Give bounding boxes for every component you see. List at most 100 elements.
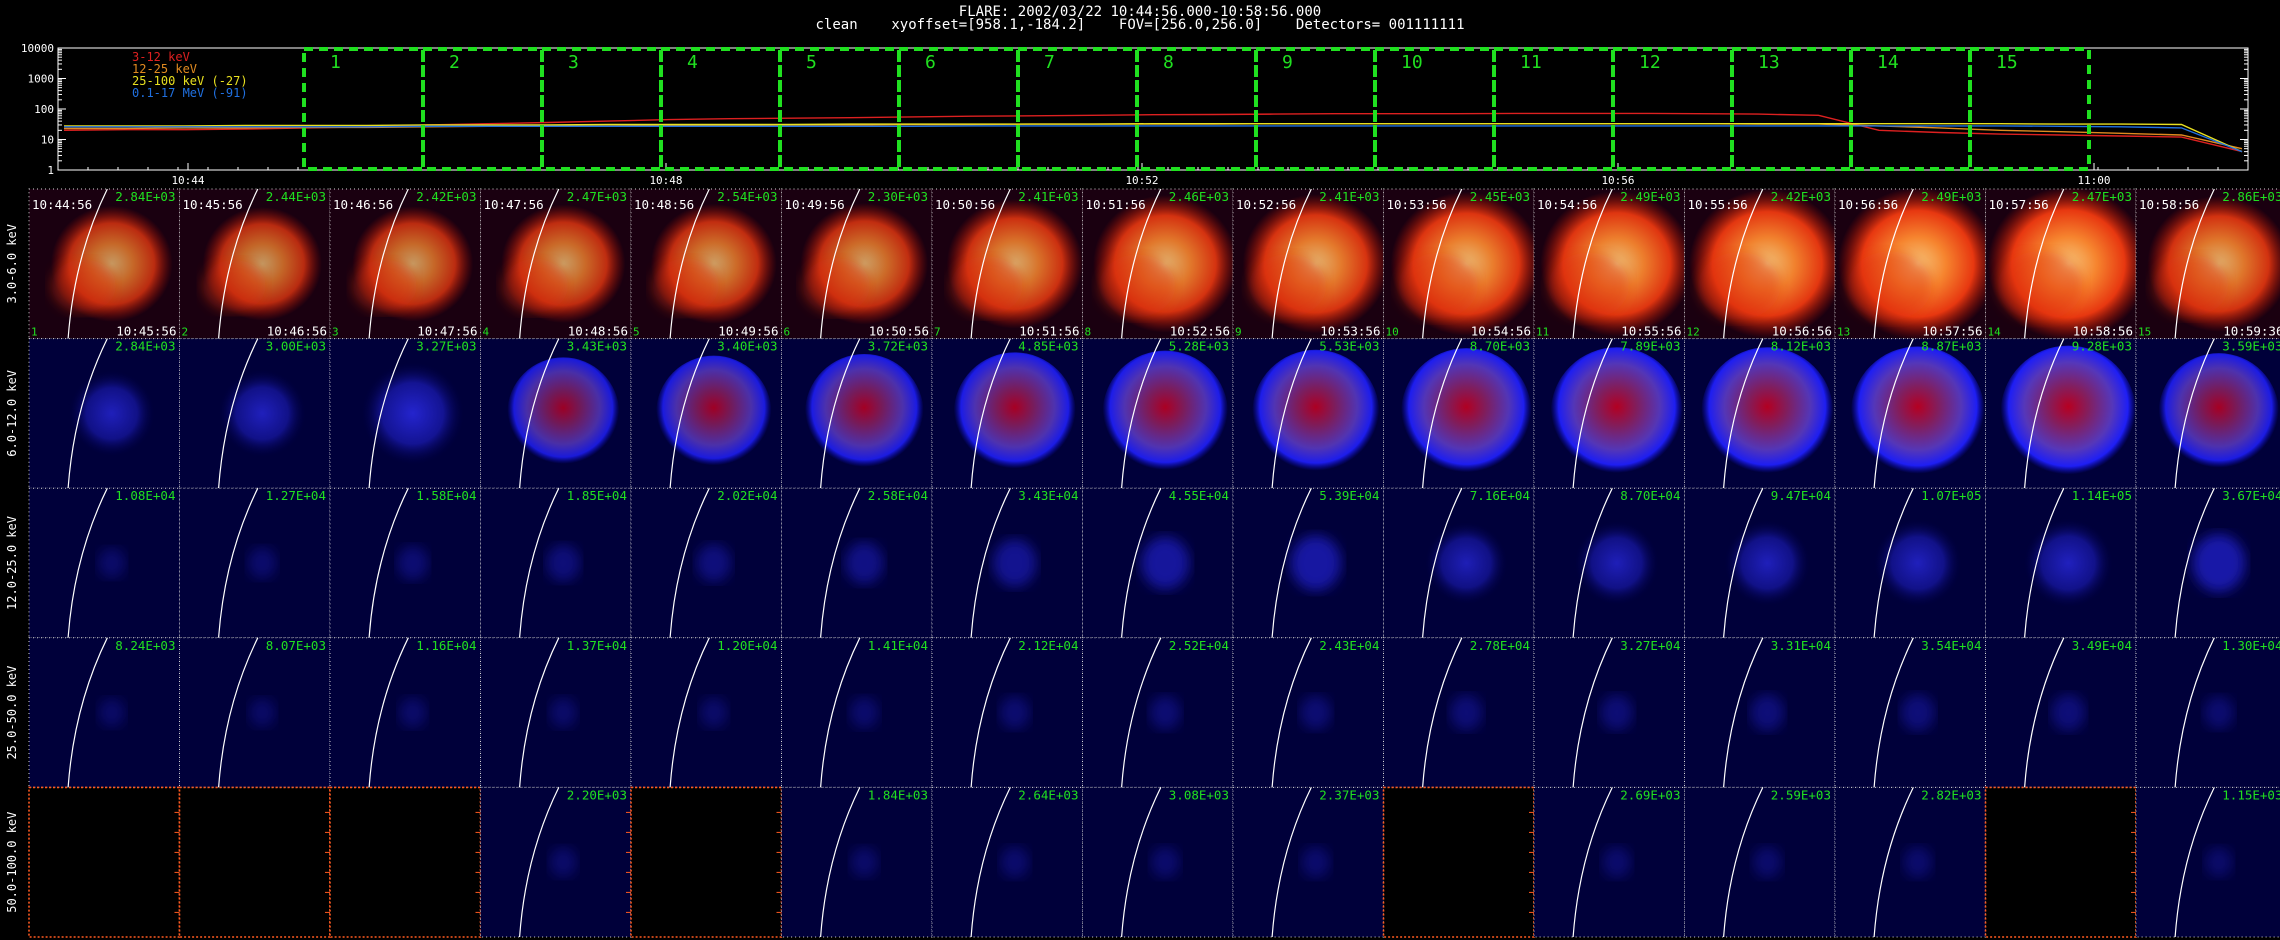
panel-index-label: 2 <box>182 326 189 339</box>
image-cell: 7.16E+04 <box>1383 487 1535 639</box>
source-emission <box>1900 694 1935 732</box>
source-emission-lobe <box>353 259 417 312</box>
solar-limb <box>669 188 710 339</box>
end-time-label: 10:57:56 <box>1922 324 1982 339</box>
image-background <box>631 787 782 937</box>
solar-limb <box>1271 487 1312 638</box>
end-time-label: 10:52:56 <box>1170 324 1230 339</box>
source-emission <box>549 697 578 728</box>
image-cell: 3.67E+04 <box>2135 487 2280 639</box>
legend-entry-2: 12-25 keV <box>132 62 197 76</box>
source-emission <box>696 543 732 583</box>
source-emission <box>2000 345 2137 482</box>
peak-value-label: 2.78E+04 <box>1470 638 1530 653</box>
panel-index-label: 7 <box>934 326 941 339</box>
source-emission <box>218 369 306 457</box>
image-cell: 2.58E+04 <box>781 487 933 639</box>
lightcurve-frame <box>57 47 2249 171</box>
time-interval-label: 14 <box>1877 52 1899 73</box>
panel-index-label: 13 <box>1837 326 1850 339</box>
image-cell <box>630 786 783 938</box>
panel-index-label: 4 <box>483 326 490 339</box>
peak-value-label: 2.69E+03 <box>1620 787 1680 802</box>
start-time-label: 10:49:56 <box>785 197 845 212</box>
solar-limb <box>1723 637 1764 788</box>
solar-limb <box>1422 637 1463 788</box>
figure-title: FLARE: 2002/03/22 10:44:56.000-10:58:56.… <box>958 4 1322 20</box>
start-time-label: 10:50:56 <box>935 197 995 212</box>
solar-limb <box>368 338 409 489</box>
source-emission <box>1450 694 1483 731</box>
end-time-label: 10:45:56 <box>116 324 176 339</box>
solar-limb <box>67 637 108 788</box>
x-tick-label: 10:48 <box>649 174 682 187</box>
image-cell: 5.28E+03 <box>1082 338 1234 489</box>
image-cell: 1.41E+04 <box>781 637 933 788</box>
peak-value-label: 3.00E+03 <box>266 339 326 354</box>
start-time-label: 10:52:56 <box>1236 197 1296 212</box>
energy-band-label: 3.0-6.0 keV <box>5 224 19 303</box>
solar-limb <box>1121 637 1162 788</box>
image-cell: 1.20E+04 <box>630 637 782 788</box>
image-cell: 8.87E+03 <box>1834 338 1986 489</box>
peak-value-label: 1.20E+04 <box>717 638 777 653</box>
peak-value-label: 7.16E+04 <box>1470 488 1530 503</box>
image-cell: 3.43E+03 <box>480 338 632 489</box>
figure-subtitle: clean xyoffset=[958.1,-184.2] FOV=[256.0… <box>815 17 1465 33</box>
time-interval-label: 8 <box>1163 52 1174 73</box>
source-emission <box>1850 346 1985 481</box>
start-time-label: 10:58:56 <box>2139 197 2199 212</box>
source-emission <box>1602 846 1632 879</box>
image-cell: 2.41E+03 10:50:56 10:51:56 7 <box>931 188 1083 340</box>
time-interval-box <box>1016 47 1139 171</box>
image-cell <box>1382 786 1535 938</box>
peak-value-label: 2.54E+03 <box>717 189 777 204</box>
solar-limb <box>519 637 560 788</box>
image-cell: 1.30E+04 <box>2135 637 2280 788</box>
solar-limb <box>2174 338 2215 489</box>
time-interval-box <box>659 47 782 171</box>
peak-value-label: 3.72E+03 <box>868 339 928 354</box>
time-interval-label: 1 <box>330 52 341 73</box>
solar-limb <box>1723 188 1764 339</box>
image-cell: 9.28E+03 <box>1985 338 2137 489</box>
y-tick-label: 100 <box>34 103 54 116</box>
image-cell: 3.54E+04 <box>1834 637 1986 788</box>
peak-value-label: 2.49E+03 <box>1921 189 1981 204</box>
source-emission <box>1400 348 1532 479</box>
y-tick-label: 1 <box>47 164 54 177</box>
peak-value-label: 8.70E+04 <box>1620 488 1680 503</box>
source-emission <box>2023 518 2113 608</box>
image-cell: 3.27E+03 <box>329 338 481 489</box>
peak-value-label: 4.85E+03 <box>1018 339 1078 354</box>
source-emission <box>1290 535 1341 591</box>
source-emission <box>247 547 277 579</box>
solar-limb <box>368 487 409 638</box>
peak-value-label: 3.49E+04 <box>2072 638 2132 653</box>
source-emission <box>850 847 879 878</box>
image-cell: 1.85E+04 <box>480 487 632 639</box>
source-emission <box>1301 846 1331 879</box>
time-interval-label: 11 <box>1520 52 1542 73</box>
image-cell: 4.55E+04 <box>1082 487 1234 639</box>
panel-index-label: 9 <box>1235 326 1242 339</box>
peak-value-label: 5.28E+03 <box>1169 339 1229 354</box>
peak-value-label: 1.58E+04 <box>416 488 476 503</box>
solar-limb <box>218 487 259 638</box>
image-cell: 2.78E+04 <box>1383 637 1535 788</box>
peak-value-label: 1.08E+04 <box>115 488 175 503</box>
solar-limb <box>1422 487 1463 638</box>
image-cell: 2.30E+03 10:49:56 10:50:56 6 <box>781 188 933 340</box>
source-emission <box>1874 519 1962 607</box>
solar-limb <box>1723 487 1764 638</box>
time-interval-box <box>421 47 544 171</box>
solar-limb <box>519 787 560 938</box>
image-cell: 2.02E+04 <box>630 487 782 639</box>
peak-value-label: 2.82E+03 <box>1921 787 1981 802</box>
solar-limb <box>970 637 1011 788</box>
peak-value-label: 2.30E+03 <box>868 189 928 204</box>
solar-limb <box>1873 188 1914 339</box>
solar-limb <box>1572 338 1613 489</box>
solar-limb <box>1271 188 1312 339</box>
solar-limb <box>1271 338 1312 489</box>
